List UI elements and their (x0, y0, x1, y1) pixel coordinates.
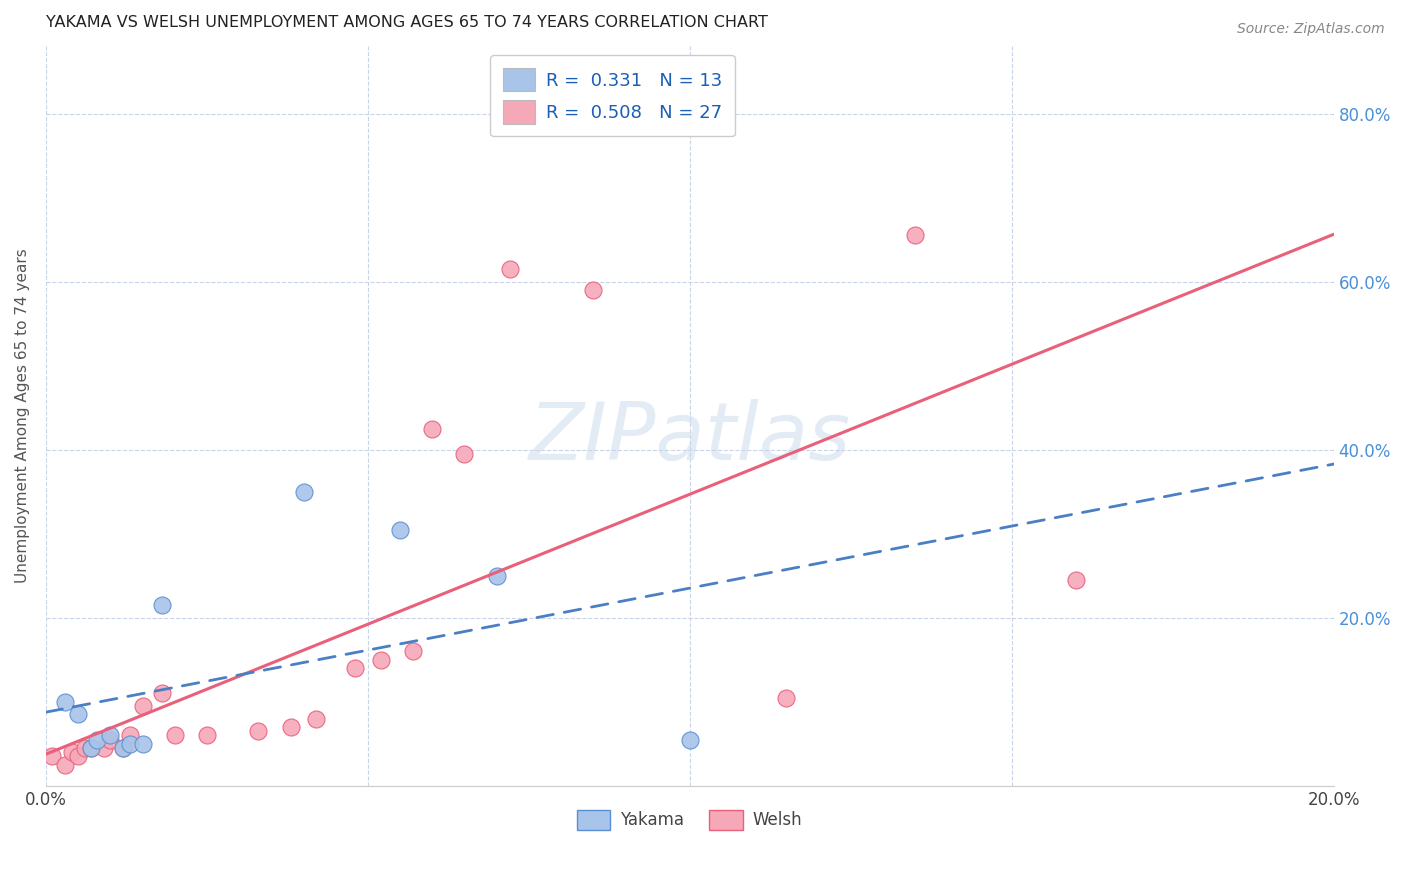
Point (41, 749, 63, 764)
Point (305, 712, 328, 726)
Point (118, 737, 141, 751)
Point (60, 745, 83, 759)
Point (485, 568, 508, 582)
Y-axis label: Unemployment Among Ages 65 to 74 years: Unemployment Among Ages 65 to 74 years (15, 249, 30, 583)
Point (98, 728, 121, 742)
Point (389, 523, 412, 537)
Point (93, 741, 115, 756)
Point (420, 422, 443, 436)
Point (53, 695, 76, 709)
Point (453, 447, 475, 461)
Point (150, 598, 173, 612)
Point (67, 707, 90, 722)
Point (775, 690, 797, 705)
Point (163, 728, 186, 742)
Point (370, 653, 392, 667)
Point (195, 728, 218, 742)
Point (131, 737, 153, 751)
Legend: Yakama, Welsh: Yakama, Welsh (571, 803, 808, 837)
Text: Source: ZipAtlas.com: Source: ZipAtlas.com (1237, 22, 1385, 37)
Point (86, 732, 108, 747)
Point (98, 732, 121, 747)
Point (247, 724, 270, 739)
Point (112, 741, 135, 756)
Point (280, 720, 302, 734)
Point (53, 757, 76, 772)
Point (118, 728, 141, 742)
Point (343, 661, 366, 675)
Point (498, 262, 520, 277)
Point (80, 741, 103, 756)
Point (904, 228, 927, 243)
Point (73, 741, 96, 756)
Point (292, 484, 315, 499)
Point (112, 741, 135, 756)
Point (67, 749, 90, 764)
Text: ZIPatlas: ZIPatlas (529, 400, 851, 477)
Point (131, 698, 153, 713)
Point (582, 283, 605, 297)
Point (80, 741, 103, 756)
Point (1064, 573, 1087, 587)
Point (150, 686, 173, 700)
Text: YAKAMA VS WELSH UNEMPLOYMENT AMONG AGES 65 TO 74 YEARS CORRELATION CHART: YAKAMA VS WELSH UNEMPLOYMENT AMONG AGES … (46, 15, 768, 30)
Point (679, 732, 702, 747)
Point (402, 644, 425, 658)
